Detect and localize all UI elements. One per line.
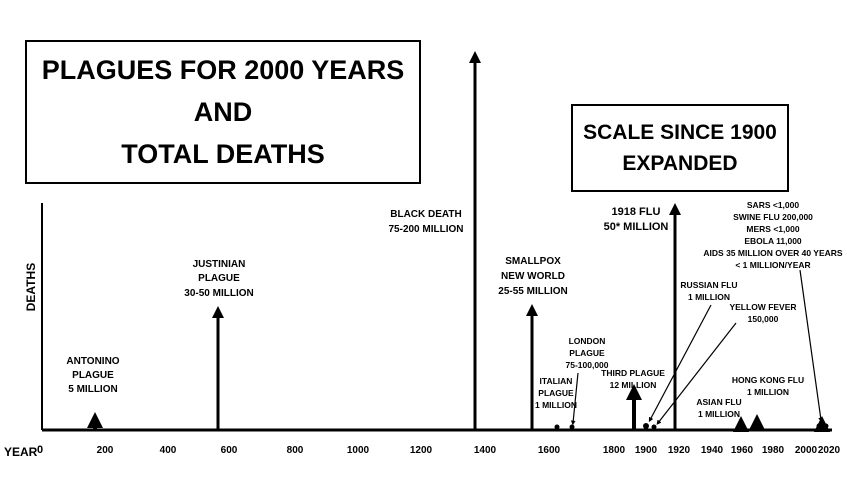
scale-note-line-1: SCALE SINCE 1900 [583,121,777,144]
asian-flu-label-1: ASIAN FLU [696,397,741,407]
london-plague-marker [569,424,575,430]
main-title-line-3: TOTAL DEATHS [121,139,325,169]
italian-plague-label-1: ITALIAN [540,376,573,386]
russian-flu-label-2: 1 MILLION [688,292,730,302]
black-death-label-1: BLACK DEATH [390,209,461,220]
tick-label: 600 [221,445,238,456]
tick-label: 2000 [795,445,818,456]
justinian-label-3: 30-50 MILLION [184,288,253,299]
tick-label: 1960 [731,445,754,456]
tick-label: 0 [37,444,43,456]
italian-plague-label-2: PLAGUE [538,388,574,398]
london-plague-leader [570,372,579,426]
scale-note-line-2: EXPANDED [622,152,738,175]
tick-label: 1600 [538,445,561,456]
tick-label: 1000 [347,445,370,456]
y-axis-label: DEATHS [24,263,38,311]
justinian-label-2: PLAGUE [198,273,240,284]
1918-flu-label-1: 1918 FLU [612,206,661,218]
russian-flu-marker [643,423,649,429]
italian-plague-label-3: 1 MILLION [535,400,577,410]
main-title-box: PLAGUES FOR 2000 YEARS AND TOTAL DEATHS [25,40,421,184]
russian-flu-leader [648,304,712,423]
tick-label: 800 [287,445,304,456]
tick-label: 1940 [701,445,724,456]
third-plague-label-2: 12 MILLION [610,380,657,390]
yellow-fever-label-2: 150,000 [748,314,779,324]
scale-note-box: SCALE SINCE 1900 EXPANDED [571,104,789,192]
recent-epidemics-leader [799,269,824,423]
x-axis-label: YEAR [4,445,38,459]
recent-epidemics-label-1: SARS <1,000 [747,200,799,210]
antonino-label-2: PLAGUE [72,370,114,381]
london-plague-label-2: PLAGUE [569,348,605,358]
tick-label: 1400 [474,445,497,456]
smallpox-label-3: 25-55 MILLION [498,286,567,297]
black-death-label-2: 75-200 MILLION [388,224,463,235]
yellow-fever-label-1: YELLOW FEVER [729,302,796,312]
yellow-fever-leader [656,322,737,425]
main-title-line-1: PLAGUES FOR 2000 YEARS [41,55,405,85]
1918-flu-label-2: 50* MILLION [604,221,669,233]
recent-epidemics-label-4: EBOLA 11,000 [744,236,802,246]
tick-label: 2020 [818,445,841,456]
hong-kong-flu-label-2: 1 MILLION [747,387,789,397]
london-plague-label-1: LONDON [569,336,606,346]
antonino-label-3: 5 MILLION [68,384,117,395]
recent-epidemics-label-2: SWINE FLU 200,000 [733,212,813,222]
tick-label: 1920 [668,445,691,456]
russian-flu-label-1: RUSSIAN FLU [680,280,737,290]
smallpox-label-1: SMALLPOX [505,256,561,267]
recent-epidemics-label-3: MERS <1,000 [746,224,799,234]
yellow-fever-marker [651,424,657,430]
third-plague-label-1: THIRD PLAGUE [601,368,665,378]
main-title-line-2: AND [193,97,253,127]
sars-marker [816,423,822,429]
antonino-label-1: ANTONINO [66,356,119,367]
asian-flu-label-2: 1 MILLION [698,409,740,419]
tick-label: 1200 [410,445,433,456]
tick-label: 400 [160,445,177,456]
smallpox-label-2: NEW WORLD [501,271,565,282]
recent-epidemics-label-6: < 1 MILLION/YEAR [735,260,810,270]
justinian-label-1: JUSTINIAN [193,259,246,270]
tick-label: 1980 [762,445,785,456]
recent-epidemics-label-5: AIDS 35 MILLION OVER 40 YEARS [703,248,843,258]
tick-label: 1900 [635,445,658,456]
italian-plague-marker [554,424,560,430]
tick-label: 200 [97,445,114,456]
tick-label: 1800 [603,445,626,456]
swine-flu-marker [823,423,829,429]
london-plague-label-3: 75-100,000 [565,360,608,370]
hong-kong-flu-label-1: HONG KONG FLU [732,375,804,385]
